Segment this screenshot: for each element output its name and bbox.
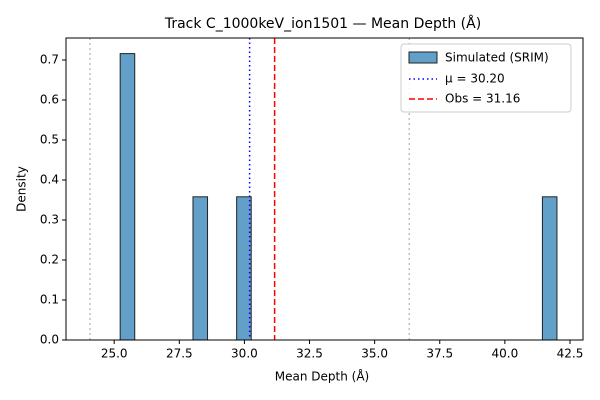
x-tick-label: 30.0 (231, 347, 258, 361)
y-tick-label: 0.3 (40, 213, 59, 227)
plot-frame (65, 37, 584, 341)
x-tick-label: 40.0 (492, 347, 519, 361)
bar (192, 196, 209, 341)
x-tick-label: 35.0 (361, 347, 388, 361)
chart-title: Track C_1000keV_ion1501 — Mean Depth (Å) (164, 15, 481, 32)
x-axis-label: Mean Depth (Å) (275, 369, 369, 384)
x-tick-label: 42.5 (557, 347, 584, 361)
legend-label: Obs = 31.16 (445, 92, 520, 106)
bar (541, 196, 558, 341)
y-axis-label: Density (15, 166, 29, 212)
y-tick-label: 0.2 (40, 253, 59, 267)
x-tick-label: 32.5 (296, 347, 323, 361)
x-tick-label: 25.0 (101, 347, 128, 361)
legend-swatch (408, 51, 438, 64)
bar (119, 53, 136, 341)
y-tick-label: 0.1 (40, 293, 59, 307)
x-tick-label: 37.5 (426, 347, 453, 361)
x-tick-label: 27.5 (166, 347, 193, 361)
y-tick-label: 0.6 (40, 93, 59, 107)
legend-box (400, 43, 572, 113)
legend-label: μ = 30.20 (445, 72, 505, 86)
y-tick-label: 0.7 (40, 53, 59, 67)
y-tick-label: 0.4 (40, 173, 59, 187)
y-tick-label: 0.5 (40, 133, 59, 147)
y-tick-label: 0.0 (40, 333, 59, 347)
legend-label: Simulated (SRIM) (445, 51, 549, 65)
